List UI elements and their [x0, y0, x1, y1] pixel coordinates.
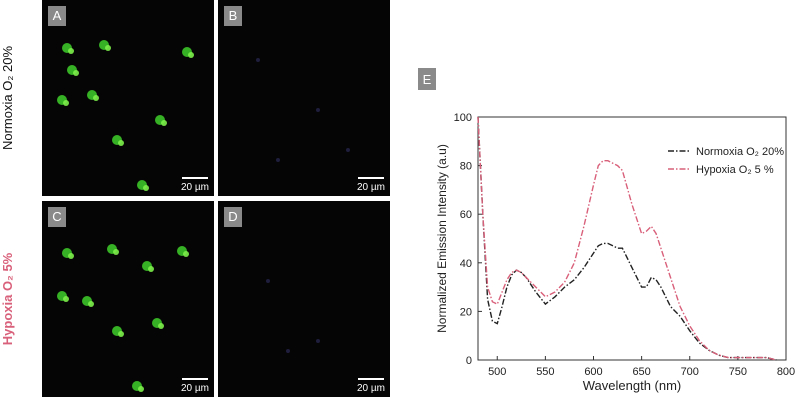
cell-signal: [138, 386, 144, 392]
x-tick-label: 650: [632, 366, 650, 378]
cell-signal: [316, 339, 320, 343]
y-axis-label: Normalized Emission Intensity (a.u): [435, 144, 449, 333]
panel-label: D: [228, 209, 237, 224]
y-tick-label: 80: [460, 161, 472, 173]
cell-signal: [266, 279, 270, 283]
x-tick-label: 750: [729, 366, 747, 378]
y-tick-label: 40: [460, 258, 472, 270]
plot-frame: [477, 116, 787, 361]
y-tick-label: 60: [460, 209, 472, 221]
legend-label: Normoxia O₂ 20%: [696, 146, 784, 158]
cell-signal: [63, 100, 69, 106]
scale-label: 20 µm: [181, 182, 209, 193]
cell-signal: [286, 349, 290, 353]
cell-signal: [161, 120, 167, 126]
cell-signal: [346, 148, 350, 152]
scale-label: 20 µm: [181, 383, 209, 394]
cell-signal: [118, 140, 124, 146]
cell-signal: [63, 296, 69, 302]
x-tick-label: 700: [681, 366, 699, 378]
x-tick-label: 600: [584, 366, 602, 378]
series-line: [477, 116, 777, 361]
cell-signal: [158, 323, 164, 329]
panel-label: E: [423, 72, 432, 87]
cell-signal: [113, 249, 119, 255]
cell-signal: [256, 58, 260, 62]
x-axis-label: Wavelength (nm): [583, 378, 682, 393]
panel-badge: [224, 207, 242, 227]
legend-label: Hypoxia O₂ 5 %: [696, 164, 774, 176]
cell-signal: [68, 48, 74, 54]
scale-label: 20 µm: [357, 383, 385, 394]
panel-label: C: [52, 209, 61, 224]
y-tick-label: 20: [460, 306, 472, 318]
micrograph: [42, 201, 214, 397]
cell-signal: [148, 266, 154, 272]
cell-signal: [68, 253, 74, 259]
panel-label: B: [229, 8, 238, 23]
panel-badge: [418, 68, 436, 90]
panel-label: A: [53, 8, 62, 23]
micrograph: [42, 0, 214, 196]
y-tick-label: 100: [454, 112, 472, 124]
row-label: Normoxia O₂ 20%: [0, 46, 15, 150]
panel-badge: [48, 6, 66, 26]
cell-signal: [93, 95, 99, 101]
cell-signal: [88, 301, 94, 307]
micrograph: [218, 201, 390, 397]
row-label: Hypoxia O₂ 5%: [0, 252, 15, 345]
panel-badge: [48, 207, 66, 227]
micrograph: [218, 0, 390, 196]
panel-badge: [224, 6, 242, 26]
cell-signal: [118, 331, 124, 337]
x-tick-label: 550: [536, 366, 554, 378]
y-tick-label: 0: [466, 355, 472, 367]
x-tick-label: 500: [488, 366, 506, 378]
cell-signal: [316, 108, 320, 112]
scale-label: 20 µm: [357, 182, 385, 193]
cell-signal: [143, 185, 149, 191]
cell-signal: [276, 158, 280, 162]
cell-signal: [105, 45, 111, 51]
cell-signal: [183, 251, 189, 257]
x-tick-label: 800: [777, 366, 795, 378]
cell-signal: [73, 70, 79, 76]
cell-signal: [188, 52, 194, 58]
